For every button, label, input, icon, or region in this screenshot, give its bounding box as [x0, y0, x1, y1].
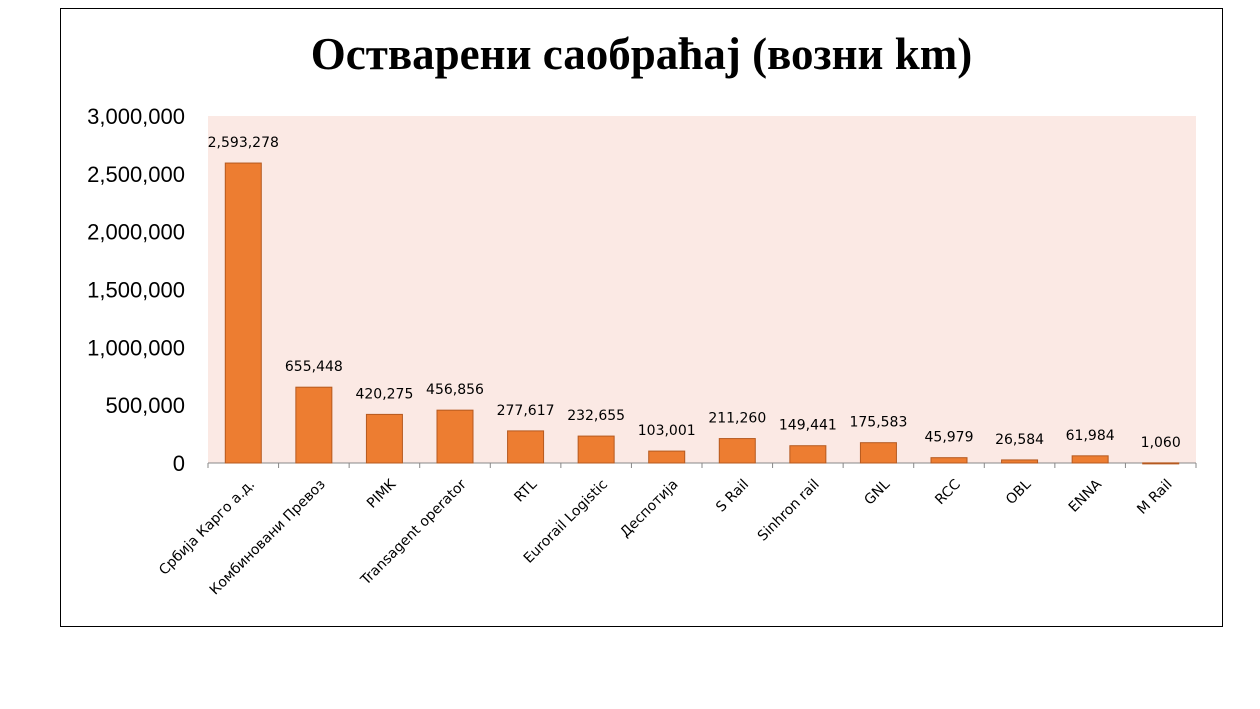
category-label: OBL	[1003, 476, 1035, 508]
category-label: ENNA	[1066, 476, 1105, 515]
category-label: M Rail	[1134, 477, 1175, 518]
data-label: 456,856	[426, 382, 484, 398]
bar	[930, 457, 968, 464]
data-label: 26,584	[995, 432, 1044, 448]
bar	[295, 386, 333, 464]
data-label: 655,448	[285, 359, 343, 375]
bar	[365, 413, 403, 464]
bar	[436, 409, 474, 464]
data-label: 277,617	[497, 403, 555, 419]
bar	[859, 442, 897, 464]
bar	[1001, 459, 1039, 464]
chart-frame	[60, 8, 1223, 627]
bar	[648, 450, 686, 464]
bar	[577, 435, 615, 464]
category-label: Деспотија	[617, 477, 681, 541]
bar	[224, 162, 262, 464]
y-tick-label: 500,000	[105, 393, 185, 418]
data-label: 103,001	[638, 423, 696, 439]
y-tick-label: 2,500,000	[87, 162, 185, 187]
data-label: 232,655	[567, 408, 625, 424]
data-label: 149,441	[779, 418, 837, 434]
category-label: RCC	[932, 476, 964, 508]
y-tick-label: 1,500,000	[87, 278, 185, 303]
y-tick-label: 2,000,000	[87, 220, 185, 245]
category-label: RTL	[511, 476, 540, 505]
bar	[1071, 455, 1109, 464]
data-label: 45,979	[925, 430, 974, 446]
category-label: Sinhron rail	[755, 477, 823, 545]
data-label: 61,984	[1066, 428, 1115, 444]
data-label: 211,260	[708, 411, 766, 427]
data-label: 420,275	[355, 386, 413, 402]
category-label: GNL	[861, 476, 893, 508]
bar	[789, 445, 827, 464]
data-label: 2,593,278	[208, 135, 279, 151]
category-label: Комбиновани Превоз	[207, 477, 329, 599]
y-tick-label: 3,000,000	[87, 104, 185, 129]
bar	[718, 438, 756, 464]
chart-title: Остварени саобраћај (возни km)	[310, 29, 973, 79]
data-label: 175,583	[849, 415, 907, 431]
category-label: PIMK	[364, 476, 400, 512]
data-label: 1,060	[1141, 435, 1181, 451]
y-tick-label: 0	[173, 451, 185, 476]
category-label: S Rail	[713, 477, 752, 516]
bar	[1142, 462, 1180, 465]
bar	[507, 430, 545, 464]
y-tick-label: 1,000,000	[87, 335, 185, 360]
plot-area	[208, 116, 1196, 463]
